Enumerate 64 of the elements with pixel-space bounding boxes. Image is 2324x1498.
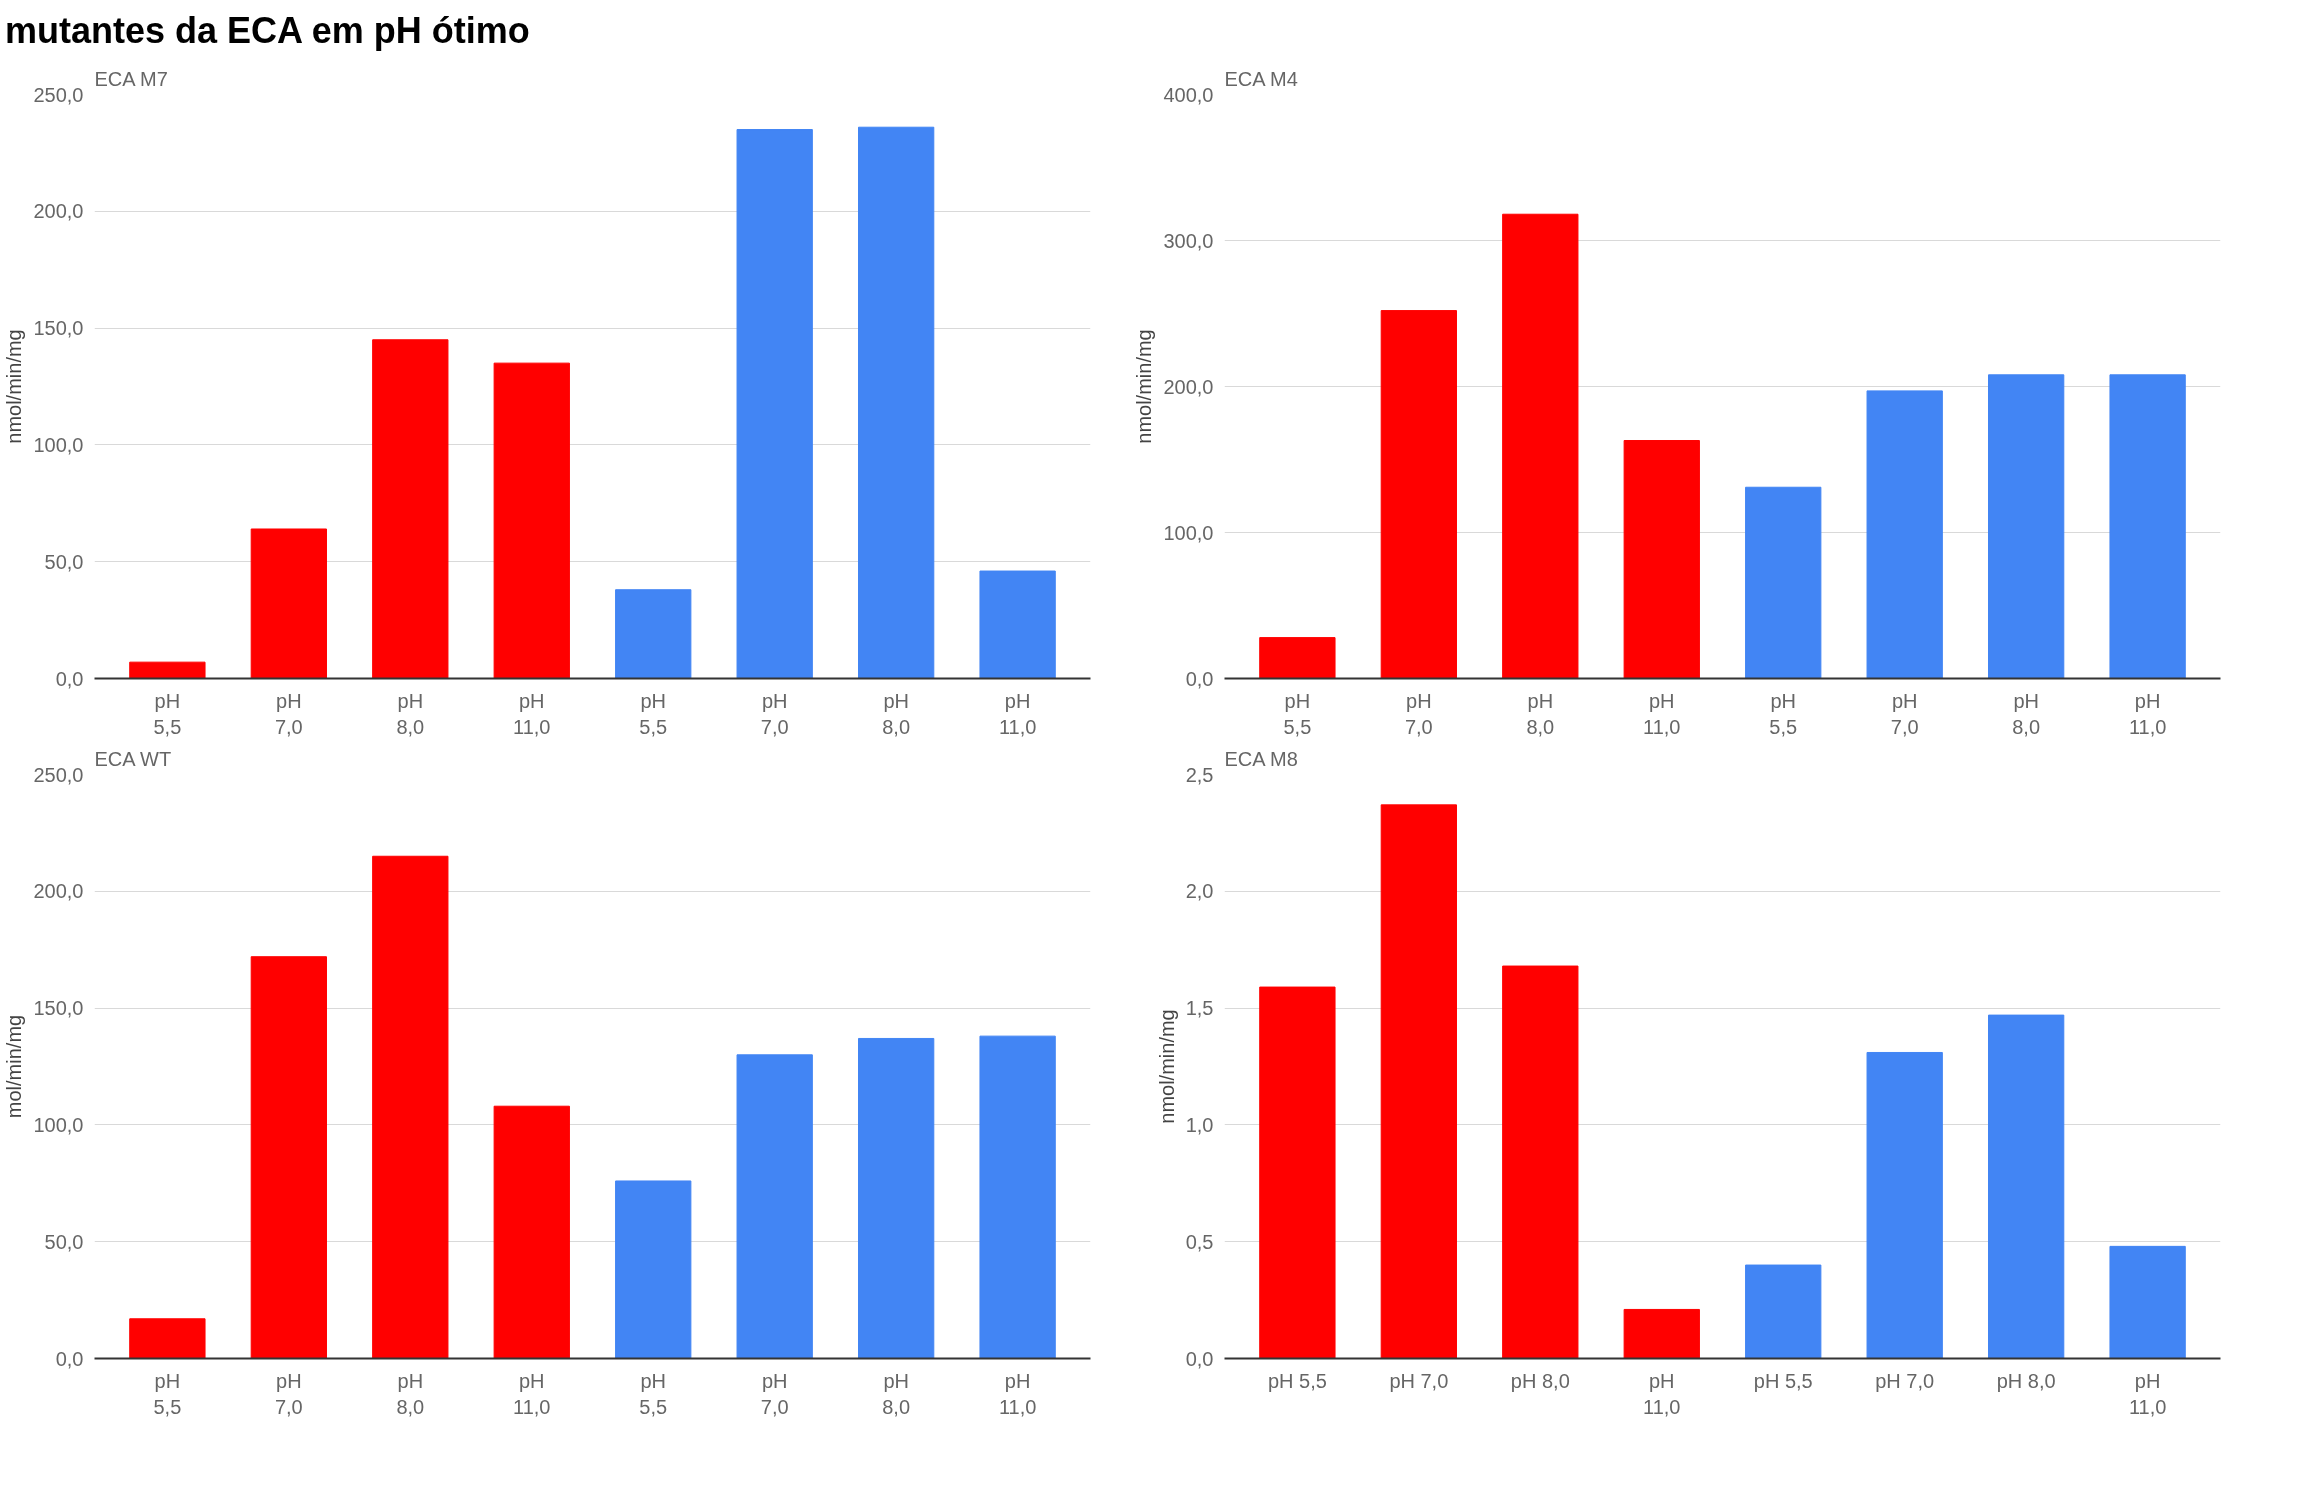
x-tick-label: pH 7,0 xyxy=(1875,1369,1935,1392)
x-tick-label: pH 5,5 xyxy=(153,689,182,738)
y-tick-label: 50,0 xyxy=(44,550,84,573)
x-tick-label: pH 5,5 xyxy=(1283,689,1312,738)
x-tick-label: pH 8,0 xyxy=(1510,1369,1570,1392)
y-tick-label: 400,0 xyxy=(1163,83,1214,106)
y-tick-label: 150,0 xyxy=(33,317,84,340)
x-tick-label: pH 5,5 xyxy=(1769,689,1798,738)
y-tick-label: 200,0 xyxy=(33,200,84,223)
chart-title: ECA M7 xyxy=(94,67,168,90)
y-tick-label: 200,0 xyxy=(1163,375,1214,398)
y-tick-label: 2,5 xyxy=(1185,763,1214,786)
x-tick-label: pH 7,0 xyxy=(760,1369,789,1418)
x-tick-label: pH 7,0 xyxy=(274,689,303,738)
y-tick-label: 0,5 xyxy=(1185,1230,1214,1253)
y-tick-label: 200,0 xyxy=(33,880,84,903)
y-tick-label: 100,0 xyxy=(33,433,84,456)
x-tick-label: pH 7,0 xyxy=(760,689,789,738)
x-tick-label: pH 5,5 xyxy=(1267,1369,1327,1392)
chart-title: ECA WT xyxy=(94,747,172,770)
y-tick-label: 300,0 xyxy=(1163,229,1214,252)
y-tick-label: 0,0 xyxy=(55,1347,84,1370)
x-tick-label: pH 8,0 xyxy=(2012,689,2041,738)
x-tick-label: pH 7,0 xyxy=(1404,689,1433,738)
y-tick-label: 50,0 xyxy=(44,1230,84,1253)
y-tick-label: 0,0 xyxy=(1185,1347,1214,1370)
x-tick-label: pH 11,0 xyxy=(513,1369,551,1418)
y-tick-label: 250,0 xyxy=(33,763,84,786)
x-tick-label: pH 8,0 xyxy=(1996,1369,2056,1392)
y-tick-label: 100,0 xyxy=(33,1113,84,1136)
y-tick-label: 2,0 xyxy=(1185,880,1214,903)
y-tick-label: 1,5 xyxy=(1185,997,1214,1020)
chart-title: ECA M8 xyxy=(1224,747,1298,770)
y-tick-label: 100,0 xyxy=(1163,521,1214,544)
y-axis-title: nmol/min/mg xyxy=(1155,1009,1178,1124)
x-tick-label: pH 5,5 xyxy=(639,1369,668,1418)
y-tick-label: 1,0 xyxy=(1185,1113,1214,1136)
x-tick-label: pH 8,0 xyxy=(1526,689,1555,738)
y-axis-title: nmol/min/mg xyxy=(1133,329,1156,444)
x-tick-label: pH 11,0 xyxy=(2128,689,2167,738)
x-tick-label: pH 11,0 xyxy=(513,689,551,738)
x-tick-label: pH 11,0 xyxy=(998,1369,1037,1418)
x-tick-label: pH 11,0 xyxy=(998,689,1037,738)
x-tick-label: pH 7,0 xyxy=(1890,689,1919,738)
y-tick-label: 0,0 xyxy=(55,667,84,690)
text: mutantes da ECA em pH ótimo xyxy=(5,9,530,53)
x-tick-label: pH 8,0 xyxy=(882,1369,911,1418)
y-axis-title: mol/min/mg xyxy=(3,1014,26,1119)
x-tick-label: pH 5,5 xyxy=(639,689,668,738)
x-tick-label: pH 8,0 xyxy=(396,689,425,738)
x-tick-label: pH 11,0 xyxy=(2128,1369,2167,1418)
x-tick-label: pH 11,0 xyxy=(1643,1369,1681,1418)
x-tick-label: pH 11,0 xyxy=(1643,689,1681,738)
y-tick-label: 250,0 xyxy=(33,83,84,106)
y-tick-label: 150,0 xyxy=(33,997,84,1020)
y-tick-label: 0,0 xyxy=(1185,667,1214,690)
x-tick-label: pH 8,0 xyxy=(882,689,911,738)
chart-title: ECA M4 xyxy=(1224,67,1298,90)
x-tick-label: pH 5,5 xyxy=(153,1369,182,1418)
y-axis-title: nmol/min/mg xyxy=(3,329,26,444)
x-tick-label: pH 8,0 xyxy=(396,1369,425,1418)
x-tick-label: pH 7,0 xyxy=(274,1369,303,1418)
x-tick-label: pH 5,5 xyxy=(1753,1369,1813,1392)
x-tick-label: pH 7,0 xyxy=(1389,1369,1449,1392)
